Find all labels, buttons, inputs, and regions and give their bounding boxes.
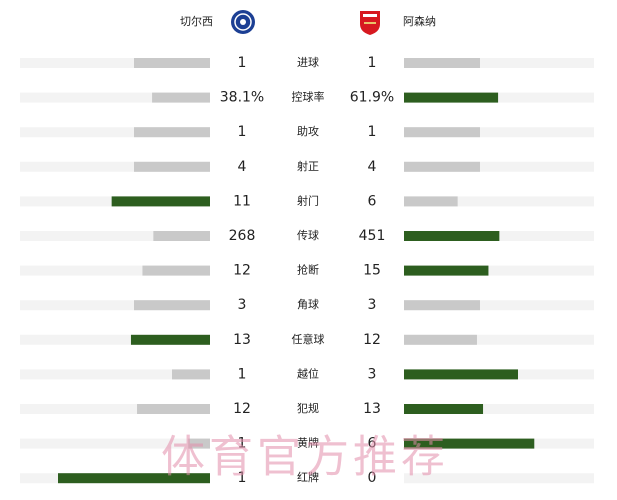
away-value: 0 bbox=[368, 470, 377, 486]
stat-label: 任意球 bbox=[292, 332, 325, 346]
away-track bbox=[404, 334, 594, 345]
stat-label: 进球 bbox=[297, 55, 319, 69]
away-track bbox=[404, 196, 594, 207]
away-badge bbox=[360, 11, 380, 35]
stat-label: 控球率 bbox=[292, 90, 325, 104]
away-bar bbox=[404, 369, 518, 380]
home-track bbox=[20, 127, 210, 138]
home-bar bbox=[111, 196, 210, 207]
home-bar bbox=[134, 300, 210, 311]
away-bar bbox=[404, 231, 500, 241]
stat-label: 助攻 bbox=[297, 124, 319, 138]
home-value: 1 bbox=[238, 470, 247, 486]
stat-label: 射正 bbox=[297, 159, 319, 173]
away-bar bbox=[404, 265, 489, 276]
home-track bbox=[20, 161, 210, 172]
home-value: 11 bbox=[233, 193, 251, 209]
home-bar bbox=[142, 265, 210, 276]
stat-label: 越位 bbox=[297, 366, 319, 380]
home-track bbox=[20, 334, 210, 345]
away-value: 15 bbox=[363, 263, 381, 279]
away-value: 6 bbox=[368, 193, 377, 209]
home-track bbox=[20, 231, 210, 241]
away-value: 61.9% bbox=[350, 90, 394, 106]
stat-label: 角球 bbox=[297, 297, 319, 311]
away-bar bbox=[404, 127, 480, 138]
home-bar bbox=[172, 369, 210, 380]
home-bar bbox=[134, 58, 210, 68]
home-track bbox=[20, 369, 210, 380]
stat-label: 犯规 bbox=[297, 401, 319, 415]
home-value: 268 bbox=[229, 228, 256, 244]
home-track bbox=[20, 58, 210, 68]
home-value: 3 bbox=[238, 297, 247, 313]
stat-label: 抢断 bbox=[297, 263, 319, 277]
home-track bbox=[20, 438, 210, 449]
away-track bbox=[404, 127, 594, 138]
away-value: 1 bbox=[368, 124, 377, 140]
away-value: 3 bbox=[368, 366, 377, 382]
home-track bbox=[20, 92, 210, 103]
home-track bbox=[20, 265, 210, 276]
home-value: 1 bbox=[238, 366, 247, 382]
home-bar bbox=[152, 92, 210, 103]
away-track bbox=[404, 58, 594, 68]
away-value: 6 bbox=[368, 436, 377, 452]
home-value: 1 bbox=[238, 436, 247, 452]
away-track bbox=[404, 404, 594, 414]
away-bar bbox=[404, 92, 499, 103]
home-bar bbox=[134, 127, 210, 138]
away-team: 阿森纳 bbox=[403, 14, 436, 28]
away-bar bbox=[404, 196, 458, 207]
away-bar bbox=[404, 438, 535, 449]
away-value: 12 bbox=[363, 332, 381, 348]
away-track bbox=[404, 92, 594, 103]
home-bar bbox=[130, 334, 210, 345]
home-bar bbox=[58, 473, 210, 484]
away-track bbox=[404, 265, 594, 276]
stat-label: 射门 bbox=[297, 193, 319, 207]
away-value: 4 bbox=[368, 159, 377, 175]
home-team: 切尔西 bbox=[180, 15, 213, 28]
home-value: 13 bbox=[233, 332, 251, 348]
away-bar bbox=[404, 58, 480, 68]
away-value: 3 bbox=[368, 297, 377, 313]
away-bar bbox=[404, 161, 480, 172]
home-bar bbox=[137, 404, 210, 414]
away-bar bbox=[404, 300, 480, 311]
home-track bbox=[20, 300, 210, 311]
home-bar bbox=[153, 231, 210, 241]
home-track bbox=[20, 404, 210, 414]
home-value: 12 bbox=[233, 263, 251, 279]
home-value: 12 bbox=[233, 401, 251, 417]
away-value: 451 bbox=[359, 228, 386, 244]
away-value: 13 bbox=[363, 401, 381, 417]
away-track bbox=[404, 300, 594, 311]
home-value: 1 bbox=[238, 55, 247, 71]
home-value: 38.1% bbox=[220, 90, 264, 106]
home-bar bbox=[188, 438, 210, 449]
away-track bbox=[404, 161, 594, 172]
away-bar bbox=[404, 404, 484, 414]
stat-label: 红牌 bbox=[297, 470, 319, 484]
stat-label: 黄牌 bbox=[297, 436, 319, 450]
away-bar bbox=[404, 334, 477, 345]
home-value: 4 bbox=[238, 159, 247, 175]
away-value: 1 bbox=[368, 55, 377, 71]
home-value: 1 bbox=[238, 124, 247, 140]
stat-label: 传球 bbox=[297, 228, 319, 242]
home-bar bbox=[134, 161, 210, 172]
home-badge bbox=[231, 10, 255, 34]
away-track bbox=[404, 473, 594, 484]
watermark: 体育官方推荐 bbox=[161, 432, 449, 483]
